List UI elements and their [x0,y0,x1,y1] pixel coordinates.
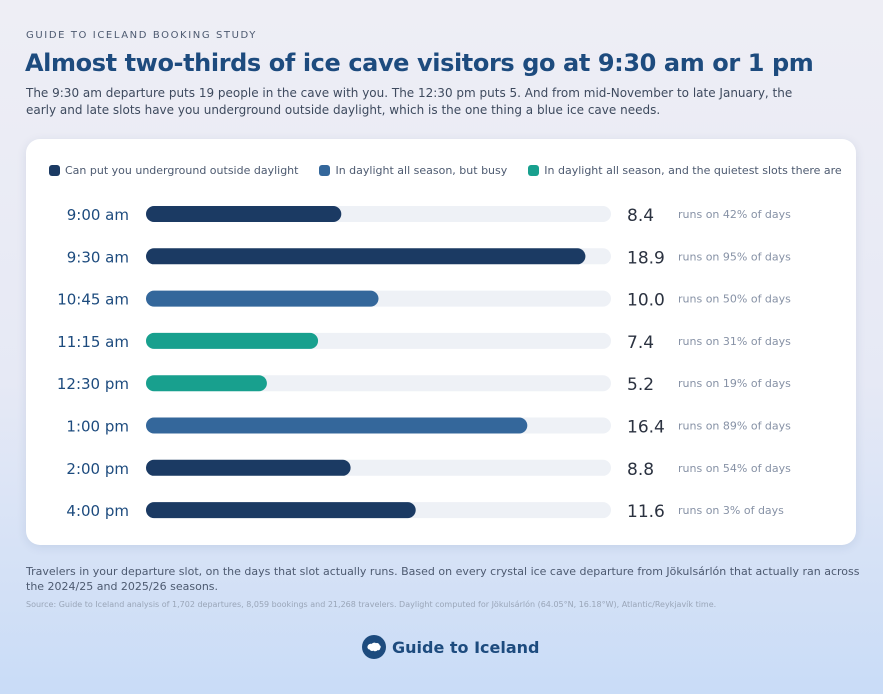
value-label: 7.4 [627,333,654,353]
bar-chart: 9:00 am 8.4 runs on 42% of days 9:30 am 18.9… [57,206,791,522]
bar [146,332,319,349]
runs-label: runs on 19% of days [678,377,791,390]
value-label: 18.9 [627,248,665,268]
legend: Can put you underground outside daylight… [49,162,863,178]
footnote: Travelers in your departure slot, on the… [26,565,860,593]
kicker: GUIDE TO ICELAND BOOKING STUDY [26,30,258,41]
bar [146,502,416,519]
runs-label: runs on 31% of days [678,335,791,348]
value-label: 10.0 [627,291,665,311]
legend-swatch [528,164,540,176]
bar [146,375,267,392]
time-label: 11:15 am [57,333,129,351]
legend-item-daylight-busy: In daylight all season, but busy [319,164,507,177]
legend-item-outside-daylight: Can put you underground outside daylight [49,164,298,177]
brand-logo: Guide to Iceland [362,634,540,660]
runs-label: runs on 50% of days [678,293,791,306]
value-label: 11.6 [627,502,665,522]
runs-label: runs on 3% of days [678,504,784,517]
time-label: 1:00 pm [66,418,129,436]
iceland-logo-icon [362,635,386,659]
chart-card: Can put you underground outside daylight… [26,139,856,545]
bar [146,417,528,434]
time-label: 4:00 pm [66,502,129,520]
legend-swatch [319,164,331,176]
value-label: 16.4 [627,418,665,438]
time-label: 10:45 am [57,291,129,309]
legend-label: In daylight all season, and the quietest… [544,163,842,177]
runs-label: runs on 42% of days [678,208,791,221]
time-label: 12:30 pm [57,375,129,393]
runs-label: runs on 89% of days [678,420,791,433]
bar [146,290,379,307]
bar [146,248,586,265]
legend-item-daylight-quiet: In daylight all season, and the quietest… [528,163,842,177]
runs-label: runs on 54% of days [678,462,791,475]
time-label: 9:30 am [67,248,129,266]
legend-label: In daylight all season, but busy [335,163,508,177]
bar [146,459,351,476]
runs-label: runs on 95% of days [678,250,791,263]
page-subtitle: The 9:30 am departure puts 19 people in … [26,86,793,117]
value-label: 5.2 [627,375,654,395]
value-label: 8.4 [627,206,654,226]
value-label: 8.8 [627,460,654,480]
time-label: 2:00 pm [66,460,129,478]
bar [146,206,342,222]
legend-swatch [49,164,60,176]
source-note: Source: Guide to Iceland analysis of 1,7… [26,600,717,609]
brand-name: Guide to Iceland [392,637,540,657]
legend-label: Can put you underground outside daylight [65,163,299,177]
page-title: Almost two-thirds of ice cave visitors g… [25,49,814,77]
time-label: 9:00 am [67,206,129,224]
